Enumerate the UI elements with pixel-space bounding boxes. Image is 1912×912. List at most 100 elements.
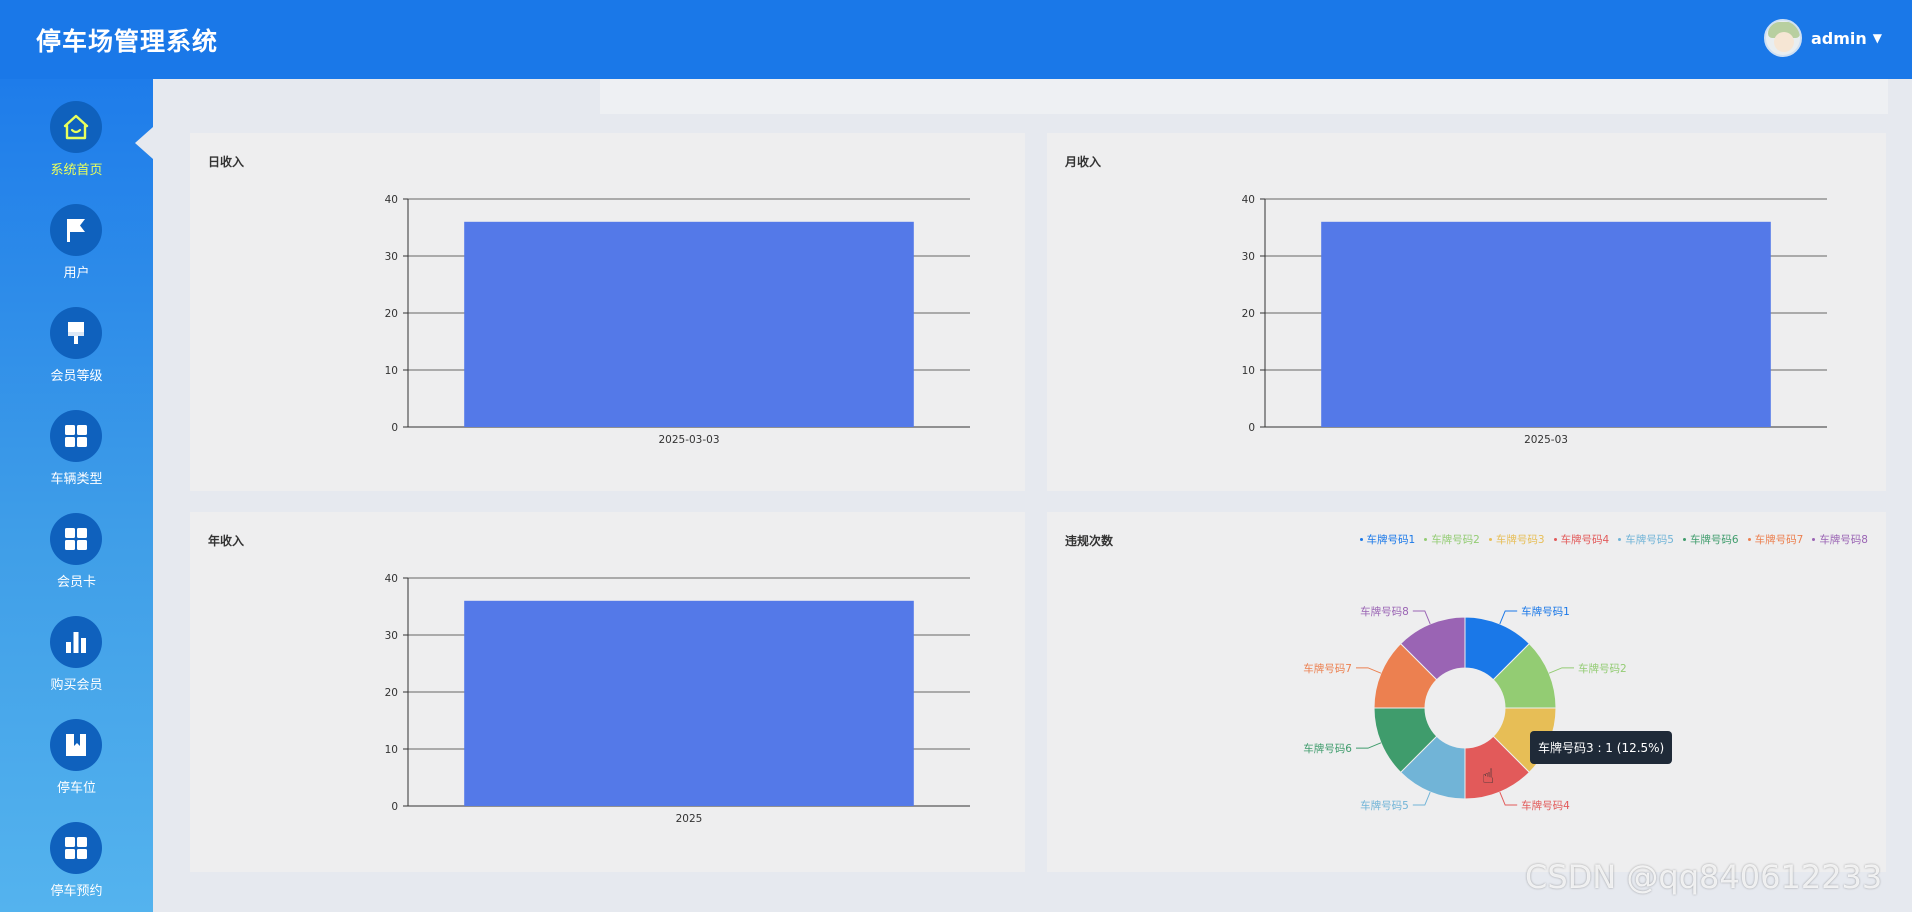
legend-label: 车牌号码4 bbox=[1560, 534, 1610, 546]
sidebar-item-buy-membership[interactable]: 购买会员 bbox=[0, 616, 153, 719]
slice-label: 车牌号码5 bbox=[1360, 799, 1409, 812]
bar[interactable] bbox=[464, 221, 914, 427]
x-tick-label: 2025 bbox=[676, 813, 703, 825]
panel-title: 日收入 bbox=[208, 155, 245, 169]
x-tick-label: 2025-03 bbox=[1524, 434, 1568, 446]
legend-label: 车牌号码6 bbox=[1689, 534, 1739, 546]
slice-label: 车牌号码2 bbox=[1578, 662, 1627, 675]
y-tick-label: 10 bbox=[1242, 365, 1255, 377]
legend-item[interactable]: 车牌号码5 bbox=[1618, 532, 1674, 547]
legend-label: 车牌号码8 bbox=[1819, 534, 1868, 546]
legend-item[interactable]: 车牌号码8 bbox=[1812, 532, 1868, 547]
bar[interactable] bbox=[464, 600, 914, 806]
pie-slice[interactable] bbox=[1399, 616, 1466, 681]
x-tick-label: 2025-03-03 bbox=[658, 434, 719, 446]
legend-marker bbox=[1488, 538, 1492, 541]
legend-item[interactable]: 车牌号码1 bbox=[1359, 532, 1416, 547]
slice-label: 车牌号码7 bbox=[1303, 662, 1352, 675]
legend-marker bbox=[1812, 538, 1816, 541]
sidebar-item-member-cards[interactable]: 会员卡 bbox=[0, 513, 153, 616]
username: admin bbox=[1810, 28, 1867, 48]
y-tick-label: 40 bbox=[385, 573, 398, 585]
yearly-income-panel: 年收入 0 10 20 30 40 2025 bbox=[190, 512, 1025, 872]
label-line bbox=[1499, 791, 1518, 806]
sidebar-item-label: 停车预约 bbox=[50, 884, 103, 899]
legend-item[interactable]: 车牌号码3 bbox=[1488, 532, 1545, 547]
monthly-income-panel: 月收入 0 10 20 30 40 2025-03 bbox=[1047, 133, 1886, 491]
label-line bbox=[1548, 667, 1575, 674]
grid-icon bbox=[50, 513, 102, 565]
daily-income-panel: 日收入 0 10 20 30 40 2025-03-03 bbox=[190, 133, 1025, 491]
app-header: 停车场管理系统 admin ▼ bbox=[0, 0, 1912, 79]
legend-marker bbox=[1359, 538, 1363, 541]
sidebar-item-label: 系统首页 bbox=[50, 163, 103, 178]
legend-marker bbox=[1682, 538, 1686, 541]
y-tick-label: 10 bbox=[385, 365, 398, 377]
avatar[interactable] bbox=[1763, 19, 1802, 57]
y-tick-label: 10 bbox=[385, 744, 398, 756]
monthly-income-chart: 0 10 20 30 40 2025-03 bbox=[1242, 194, 1827, 446]
bar[interactable] bbox=[1321, 221, 1771, 427]
home-icon bbox=[50, 101, 102, 153]
legend-item[interactable]: 车牌号码4 bbox=[1553, 532, 1610, 547]
panel-title: 年收入 bbox=[208, 534, 245, 548]
label-line bbox=[1355, 667, 1382, 674]
sidebar: 系统首页 用户 会员等级 车辆类型 会员卡 购买会员 停车位 bbox=[0, 79, 153, 912]
grid-icon bbox=[50, 822, 102, 874]
legend-marker bbox=[1553, 538, 1557, 541]
top-content-strip bbox=[600, 79, 1888, 114]
legend-marker bbox=[1618, 538, 1622, 541]
y-tick-label: 20 bbox=[1242, 308, 1255, 320]
sidebar-item-label: 车辆类型 bbox=[50, 472, 103, 487]
sidebar-item-parking-spaces[interactable]: 停车位 bbox=[0, 719, 153, 822]
sidebar-item-parking-reservation[interactable]: 停车预约 bbox=[0, 822, 153, 912]
legend-item[interactable]: 车牌号码2 bbox=[1424, 532, 1480, 547]
flag-icon bbox=[50, 204, 102, 256]
y-tick-label: 0 bbox=[1248, 422, 1255, 434]
slice-label: 车牌号码6 bbox=[1303, 742, 1352, 755]
brush-icon bbox=[50, 307, 102, 359]
chart-tooltip: 车牌号码3 : 1 (12.5%) bbox=[1530, 731, 1673, 764]
app-title: 停车场管理系统 bbox=[36, 27, 219, 56]
legend-item[interactable]: 车牌号码6 bbox=[1682, 532, 1739, 547]
legend-label: 车牌号码7 bbox=[1754, 534, 1804, 546]
sidebar-item-label: 用户 bbox=[63, 266, 90, 281]
y-tick-label: 20 bbox=[385, 308, 398, 320]
legend-marker bbox=[1747, 538, 1751, 541]
label-line bbox=[1355, 742, 1382, 749]
active-indicator bbox=[135, 127, 153, 159]
panel-title: 违规次数 bbox=[1065, 534, 1114, 548]
watermark: CSDN @qq840612233 bbox=[1525, 858, 1883, 896]
slice-label: 车牌号码1 bbox=[1521, 605, 1570, 618]
user-menu[interactable]: admin ▼ bbox=[1763, 19, 1882, 57]
pie-legend: 车牌号码1 车牌号码2 车牌号码3 车牌号码4 车牌号码5 车牌号码6 车牌号码7 车牌号码8 bbox=[1359, 532, 1868, 547]
y-tick-label: 40 bbox=[1242, 194, 1255, 206]
sidebar-item-member-levels[interactable]: 会员等级 bbox=[0, 307, 153, 410]
sidebar-item-home[interactable]: 系统首页 bbox=[0, 101, 153, 204]
label-line bbox=[1412, 791, 1431, 806]
y-tick-label: 30 bbox=[385, 251, 398, 263]
label-line bbox=[1412, 610, 1431, 625]
legend-label: 车牌号码5 bbox=[1625, 534, 1674, 546]
chevron-down-icon[interactable]: ▼ bbox=[1872, 31, 1882, 45]
legend-label: 车牌号码1 bbox=[1366, 534, 1416, 546]
y-tick-label: 0 bbox=[391, 801, 398, 813]
legend-item[interactable]: 车牌号码7 bbox=[1747, 532, 1804, 547]
sidebar-item-label: 购买会员 bbox=[50, 678, 103, 693]
violations-panel: 违规次数 车牌号码1 车牌号码2 车牌号码3 车牌号码4 车牌号码5 车牌号码6 车牌号码7… bbox=[1047, 512, 1886, 872]
legend-label: 车牌号码3 bbox=[1495, 534, 1545, 546]
y-tick-label: 40 bbox=[385, 194, 398, 206]
hand-cursor-icon: ☝ bbox=[1482, 764, 1495, 788]
yearly-income-chart: 0 10 20 30 40 2025 bbox=[385, 573, 970, 825]
y-tick-label: 30 bbox=[385, 630, 398, 642]
grid-icon bbox=[50, 410, 102, 462]
sidebar-item-vehicle-types[interactable]: 车辆类型 bbox=[0, 410, 153, 513]
legend-marker bbox=[1424, 538, 1428, 541]
y-tick-label: 30 bbox=[1242, 251, 1255, 263]
y-tick-label: 20 bbox=[385, 687, 398, 699]
sidebar-item-users[interactable]: 用户 bbox=[0, 204, 153, 307]
sidebar-item-label: 停车位 bbox=[56, 781, 96, 796]
y-tick-label: 0 bbox=[391, 422, 398, 434]
legend-label: 车牌号码2 bbox=[1431, 534, 1480, 546]
